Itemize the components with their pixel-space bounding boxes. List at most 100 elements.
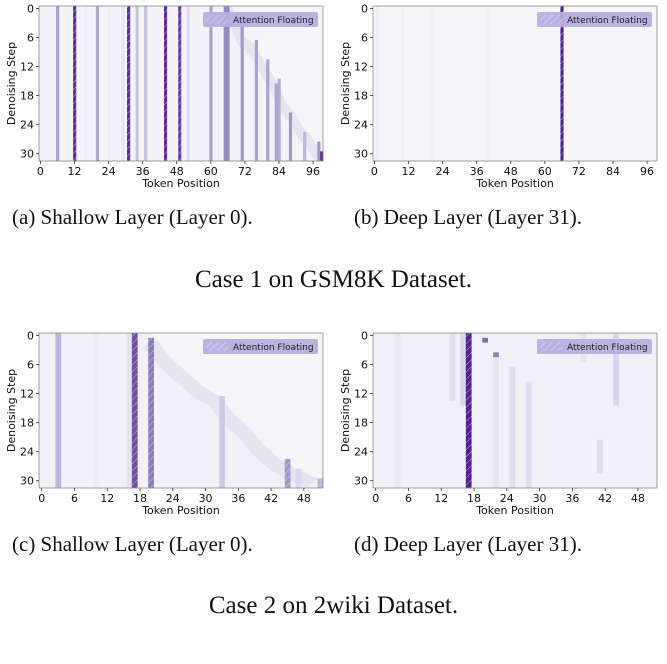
floating-hatch-token-17 bbox=[465, 333, 472, 488]
x-tick-label: 24 bbox=[166, 492, 180, 505]
heatmap-column-token-88 bbox=[288, 112, 293, 161]
heatmap-column-token-16 bbox=[126, 333, 133, 488]
heatmap-column-token-37 bbox=[144, 6, 148, 161]
x-tick-label: 0 bbox=[371, 165, 378, 178]
x-tick-label: 0 bbox=[372, 492, 379, 505]
frontier-band bbox=[142, 337, 318, 488]
y-tick-label: 12 bbox=[354, 61, 368, 74]
x-tick-label: 48 bbox=[504, 165, 518, 178]
x-tick-label: 84 bbox=[606, 165, 620, 178]
x-tick-label: 30 bbox=[199, 492, 213, 505]
plot-frame bbox=[38, 5, 324, 162]
floating-hatch-token-44 bbox=[163, 6, 168, 161]
x-tick-label: 30 bbox=[533, 492, 547, 505]
heatmap-column-token-10 bbox=[401, 6, 405, 161]
heatmap-column-token-44 bbox=[613, 333, 620, 406]
x-tick-label: 18 bbox=[133, 492, 147, 505]
x-tick-label: 6 bbox=[405, 492, 412, 505]
y-tick-label: 0 bbox=[27, 2, 34, 15]
floating-hatch-token-45 bbox=[284, 458, 291, 488]
heatmap-column-token-3 bbox=[55, 333, 62, 488]
y-tick-label: 6 bbox=[27, 31, 34, 44]
heatmap-panel-b: 0 12 24 36 48 60 72 84 96 0 6 12 18 24 30 Token Positio… bbox=[334, 0, 667, 195]
legend-hatch-swatch bbox=[540, 15, 562, 24]
y-tick-label: 30 bbox=[20, 148, 34, 161]
x-axis-label: Token Position bbox=[475, 177, 554, 190]
x-tick-label: 48 bbox=[631, 492, 645, 505]
heatmap-column-token-16 bbox=[460, 333, 467, 406]
legend-label: Attention Floating bbox=[233, 16, 314, 26]
y-axis-label: Denoising Step bbox=[339, 369, 352, 452]
y-tick-label: 18 bbox=[354, 90, 368, 103]
heatmap-column-token-25 bbox=[509, 366, 516, 488]
x-axis-label: Token Position bbox=[141, 177, 220, 190]
y-tick-label: 12 bbox=[20, 388, 34, 401]
heatmap-column-token-22 bbox=[493, 352, 499, 358]
heatmap-column-token-1 bbox=[375, 6, 379, 161]
y-tick-label: 12 bbox=[20, 61, 34, 74]
y-axis-label: Denoising Step bbox=[5, 369, 18, 452]
heatmap-column-token-65 bbox=[223, 6, 227, 161]
x-tick-label: 84 bbox=[272, 165, 286, 178]
heatmap-column-token-99 bbox=[320, 151, 324, 161]
plot-frame bbox=[372, 5, 658, 162]
legend-box bbox=[537, 12, 652, 27]
x-tick-label: 0 bbox=[38, 492, 45, 505]
x-tick-label: 60 bbox=[538, 165, 552, 178]
heatmap-column-token-6 bbox=[56, 6, 60, 161]
heatmap-column-token-4 bbox=[394, 333, 401, 488]
heatmap-column-token-20 bbox=[95, 6, 99, 161]
caption-c: (c) Shallow Layer (Layer 0). bbox=[12, 532, 253, 556]
x-tick-label: 36 bbox=[470, 165, 484, 178]
y-tick-label: 0 bbox=[361, 2, 368, 15]
floating-hatch-token-66 bbox=[560, 6, 564, 161]
heatmap-column-token-41 bbox=[596, 439, 603, 474]
floating-hatch-token-31 bbox=[127, 6, 131, 161]
heatmap-column-token-10 bbox=[93, 333, 100, 488]
x-tick-label: 42 bbox=[598, 492, 612, 505]
heatmap-column-token-20 bbox=[429, 6, 433, 161]
legend-label: Attention Floating bbox=[567, 343, 648, 353]
y-tick-label: 24 bbox=[20, 119, 34, 132]
x-tick-label: 6 bbox=[71, 492, 78, 505]
heatmap-column-token-20 bbox=[482, 337, 488, 343]
heatmap-column-token-66 bbox=[226, 6, 230, 161]
heatmap-column-token-40 bbox=[486, 6, 490, 161]
x-tick-label: 12 bbox=[68, 165, 82, 178]
plot-frame bbox=[372, 332, 658, 489]
x-tick-label: 24 bbox=[102, 165, 116, 178]
heatmap-panel-c: 0 6 12 18 24 30 36 42 48 0 6 12 18 24 30 Token Position… bbox=[0, 327, 334, 522]
heatmap-column-token-84 bbox=[277, 78, 281, 161]
x-tick-label: 96 bbox=[306, 165, 320, 178]
heatmap-column-token-80 bbox=[266, 59, 270, 161]
x-tick-label: 36 bbox=[231, 492, 245, 505]
heatmap-column-token-22 bbox=[493, 357, 499, 488]
y-tick-label: 18 bbox=[354, 417, 368, 430]
y-tick-label: 0 bbox=[361, 329, 368, 342]
heatmap-column-token-93 bbox=[303, 131, 307, 161]
undecoded-region bbox=[153, 333, 323, 488]
heatmap-panel-d: 0 6 12 18 24 30 36 42 48 0 6 12 18 24 30 Token Position… bbox=[334, 327, 667, 522]
heatmap-column-token-60 bbox=[209, 6, 213, 161]
heatmap-column-token-33 bbox=[219, 395, 225, 488]
plot-frame bbox=[38, 332, 324, 489]
legend-hatch-swatch bbox=[540, 342, 562, 351]
x-tick-label: 48 bbox=[170, 165, 184, 178]
legend-box bbox=[203, 12, 318, 27]
heatmap-column-token-16 bbox=[84, 6, 88, 161]
y-tick-label: 6 bbox=[361, 31, 368, 44]
floating-hatch-token-12 bbox=[73, 6, 77, 161]
heatmap-column-token-98 bbox=[317, 141, 321, 161]
heatmap-column-token-29 bbox=[121, 6, 125, 161]
heatmap-column-token-24 bbox=[107, 6, 111, 161]
x-tick-label: 24 bbox=[436, 165, 450, 178]
x-tick-label: 72 bbox=[572, 165, 586, 178]
heatmap-column-token-51 bbox=[317, 478, 324, 488]
x-tick-label: 36 bbox=[136, 165, 150, 178]
y-tick-label: 6 bbox=[27, 358, 34, 371]
x-tick-label: 0 bbox=[37, 165, 44, 178]
y-axis-label: Denoising Step bbox=[5, 42, 18, 125]
floating-hatch-token-20 bbox=[148, 337, 154, 488]
y-tick-label: 24 bbox=[354, 446, 368, 459]
y-tick-label: 6 bbox=[361, 358, 368, 371]
